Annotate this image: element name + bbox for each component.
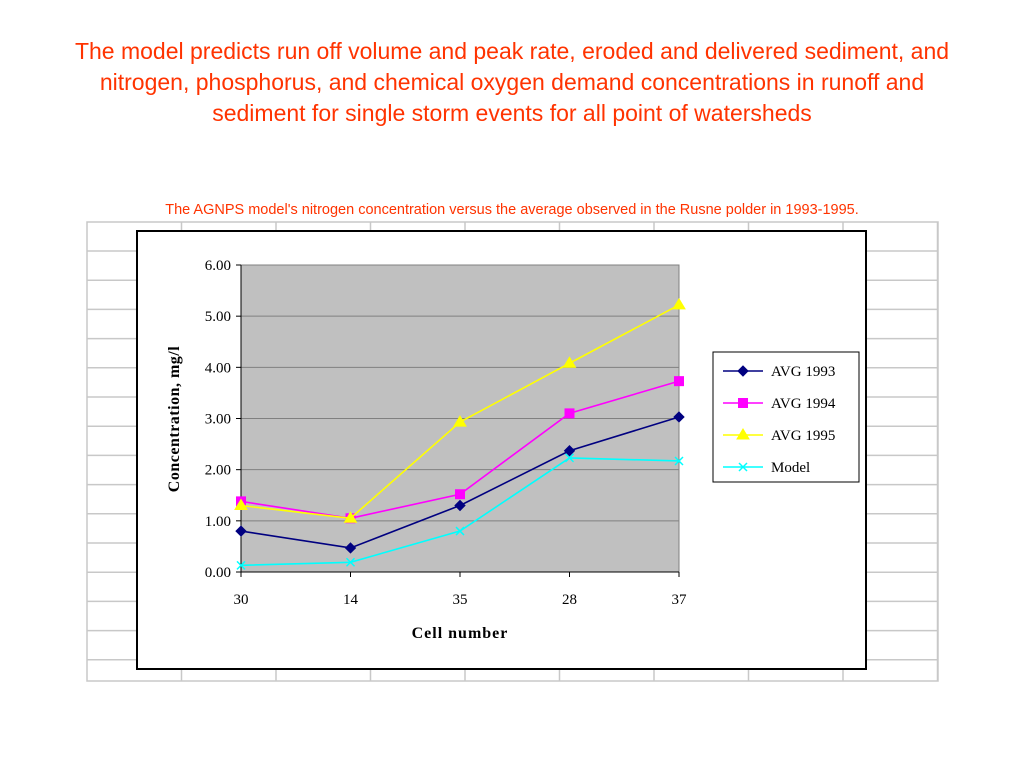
x-axis-title: Cell number	[412, 625, 509, 642]
x-tick-label: 37	[672, 592, 688, 608]
marker-x-stroke	[674, 456, 684, 466]
marker-diamond	[737, 365, 749, 377]
marker-diamond	[673, 411, 685, 423]
legend: AVG 1993 AVG 1994 AVG 1995 Model	[712, 351, 860, 483]
legend-box	[712, 351, 860, 483]
legend-label: AVG 1993	[771, 364, 835, 380]
y-tick-label: 5.00	[205, 309, 231, 325]
marker-x-stroke	[738, 462, 748, 472]
marker-x-stroke	[455, 526, 465, 536]
x-tick-label: 28	[562, 592, 577, 608]
marker-diamond	[344, 542, 357, 554]
marker-x	[345, 557, 356, 567]
marker-triangle	[343, 511, 358, 523]
marker-triangle	[672, 297, 686, 310]
y-tick-label: 4.00	[205, 360, 231, 376]
marker-diamond	[563, 445, 576, 457]
marker-x	[674, 456, 684, 466]
legend-label: AVG 1995	[771, 428, 835, 444]
legend-item: AVG 1995	[723, 428, 835, 444]
marker-triangle	[453, 415, 467, 427]
series-layer	[234, 297, 686, 570]
marker-x-stroke	[345, 557, 356, 567]
marker-x-stroke	[564, 453, 575, 463]
marker-square	[455, 489, 465, 500]
series-avg-1993	[235, 411, 685, 554]
marker-square	[674, 376, 684, 387]
marker-x	[236, 560, 246, 570]
y-tick-label: 3.00	[205, 412, 231, 428]
chart-caption: The AGNPS model's nitrogen concentration…	[165, 202, 859, 218]
x-tick-label: 30	[234, 592, 249, 608]
marker-square	[738, 398, 748, 408]
x-tick-label: 35	[453, 592, 468, 608]
marker-triangle	[562, 356, 577, 368]
marker-triangle	[234, 498, 248, 510]
y-axis-title: Concentration, mg/l	[166, 346, 183, 492]
slide-title: The model predicts run off volume and pe…	[74, 38, 950, 126]
marker-square	[564, 408, 575, 419]
y-tick-labels: 0.00 1.00 2.00 3.00 4.00 5.00 6.00	[205, 258, 241, 581]
y-tick-label: 6.00	[205, 258, 231, 274]
y-tick-label: 0.00	[205, 565, 231, 581]
x-tick-labels: 30 14 35 28 37	[234, 572, 688, 608]
marker-x	[738, 462, 748, 472]
marker-x	[564, 453, 575, 463]
series-avg-1995	[234, 297, 686, 523]
x-tick-label: 14	[343, 592, 359, 608]
series-model	[236, 453, 684, 570]
legend-label: AVG 1994	[771, 396, 836, 412]
legend-label: Model	[771, 460, 810, 476]
marker-diamond	[454, 499, 466, 512]
legend-item: Model	[723, 460, 810, 476]
marker-x-stroke	[236, 560, 246, 570]
y-tick-label: 1.00	[205, 514, 231, 530]
y-tick-label: 2.00	[205, 463, 231, 479]
marker-x	[455, 526, 465, 536]
marker-diamond	[235, 525, 247, 537]
legend-item: AVG 1993	[723, 364, 835, 380]
legend-item: AVG 1994	[723, 396, 836, 412]
marker-triangle	[736, 428, 750, 440]
